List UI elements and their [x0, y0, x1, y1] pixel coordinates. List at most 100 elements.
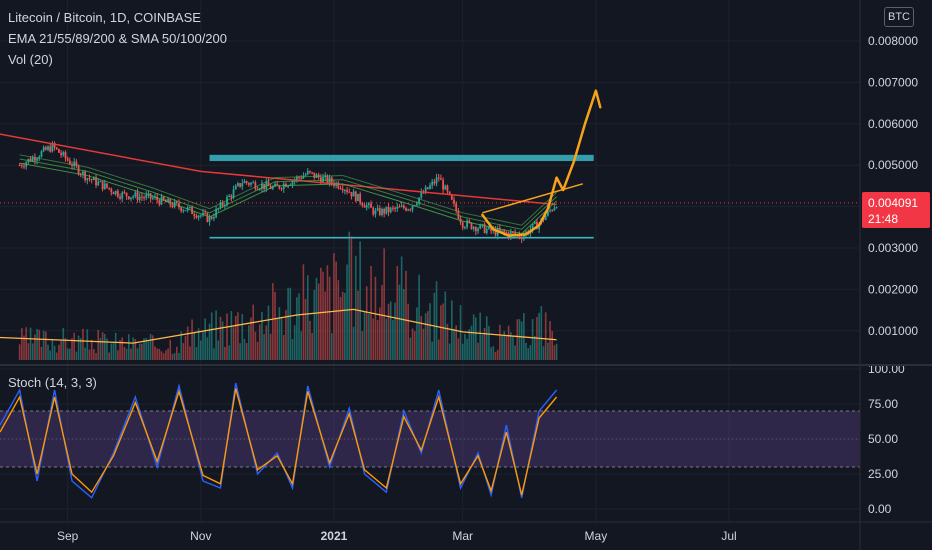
candle-body	[29, 158, 32, 162]
chart-title[interactable]: Litecoin / Bitcoin, 1D, COINBASE	[8, 10, 201, 25]
volume-bar	[311, 332, 313, 360]
volume-bar	[339, 296, 342, 360]
last-price-value: 0.004091	[868, 196, 918, 210]
candle-body	[247, 182, 250, 185]
volume-bar	[154, 346, 156, 360]
volume-bar	[117, 350, 119, 360]
candle-body	[136, 192, 139, 200]
candle-body	[391, 207, 394, 209]
volume-bar	[93, 349, 95, 360]
candle-body	[167, 198, 169, 203]
volume-bar	[219, 316, 222, 360]
candle-body	[20, 165, 23, 167]
candle-body	[18, 165, 21, 167]
volume-bar	[21, 328, 23, 360]
volume-bar	[435, 281, 438, 360]
candle-body	[442, 179, 444, 190]
volume-bar	[381, 285, 383, 360]
candle-body	[483, 224, 486, 234]
candle-body	[520, 237, 523, 240]
volume-bar	[344, 292, 346, 360]
candle-body	[498, 228, 501, 231]
volume-bar	[25, 327, 27, 360]
projection-drawing[interactable]	[481, 89, 602, 237]
candle-body	[424, 187, 427, 194]
stoch-legend[interactable]: Stoch (14, 3, 3)	[8, 375, 97, 390]
volume-bar	[252, 304, 254, 360]
volume-bar	[549, 321, 551, 360]
candle-body	[455, 203, 458, 212]
candle-body	[151, 197, 154, 199]
volume-bar	[114, 332, 117, 360]
volume-bar	[38, 329, 41, 360]
candle-body	[64, 152, 67, 159]
candle-body	[58, 149, 60, 153]
candle-body	[204, 212, 207, 214]
stochastic-pane[interactable]	[0, 382, 860, 499]
volume-bar	[490, 347, 492, 360]
candle-body	[278, 185, 281, 189]
candle-body	[127, 196, 130, 200]
volume-bar	[36, 328, 38, 360]
candle-body	[88, 178, 91, 180]
x-tick-label: Mar	[452, 529, 473, 543]
candle-body	[47, 146, 49, 150]
volume-bar	[75, 351, 78, 360]
candle-body	[311, 172, 314, 174]
volume-bar	[88, 349, 91, 360]
candle-body	[199, 215, 202, 217]
volume-bar	[440, 305, 442, 360]
volume-bar	[485, 316, 488, 360]
volume-bar	[348, 231, 351, 360]
volume-bar	[525, 342, 527, 360]
volume-bar	[446, 323, 449, 360]
volume-bar	[424, 313, 427, 360]
candle-body	[90, 179, 93, 181]
volume-bar	[505, 335, 508, 360]
volume-bar	[47, 344, 49, 360]
volume-bar	[457, 338, 460, 360]
volume-bar	[239, 343, 241, 360]
volume-bar	[282, 335, 285, 360]
candle-body	[84, 171, 87, 181]
volume-bar	[501, 335, 503, 360]
candle-body	[477, 228, 479, 232]
volume-bar	[363, 311, 366, 360]
candle-body	[49, 146, 52, 152]
cup-projection-path	[481, 89, 602, 237]
indicator-legend[interactable]: EMA 21/55/89/200 & SMA 50/100/200	[8, 31, 227, 46]
candle-body	[295, 176, 298, 180]
y-tick-label: 0.007000	[868, 75, 918, 89]
candle-body	[282, 183, 285, 190]
candle-body	[276, 183, 279, 186]
volume-bar	[453, 328, 455, 360]
candle-body	[474, 227, 477, 232]
volume-bar	[178, 352, 180, 360]
candle-body	[195, 215, 198, 218]
volume-bar	[291, 338, 294, 360]
volume-bar	[112, 341, 115, 360]
candle-body	[363, 205, 366, 208]
candle-body	[400, 205, 403, 207]
candle-body	[337, 182, 340, 189]
volume-bar	[123, 346, 126, 360]
candle-body	[522, 234, 525, 240]
volume-bar	[403, 289, 405, 360]
volume-bar	[258, 324, 261, 360]
candle-body	[398, 206, 401, 208]
volume-bar	[418, 274, 420, 360]
last-price-countdown: 21:48	[868, 212, 898, 226]
y-tick-label: 0.006000	[868, 117, 918, 131]
volume-bar	[230, 311, 233, 360]
volume-bar	[361, 331, 364, 360]
candle-body	[188, 206, 191, 208]
volume-bar	[241, 313, 244, 360]
volume-legend[interactable]: Vol (20)	[8, 52, 53, 67]
candle-body	[256, 188, 259, 190]
candle-body	[450, 194, 453, 200]
currency-badge[interactable]: BTC	[884, 7, 914, 27]
candle-body	[95, 177, 97, 186]
volume-bar	[544, 312, 547, 360]
drawings[interactable]	[0, 154, 860, 239]
